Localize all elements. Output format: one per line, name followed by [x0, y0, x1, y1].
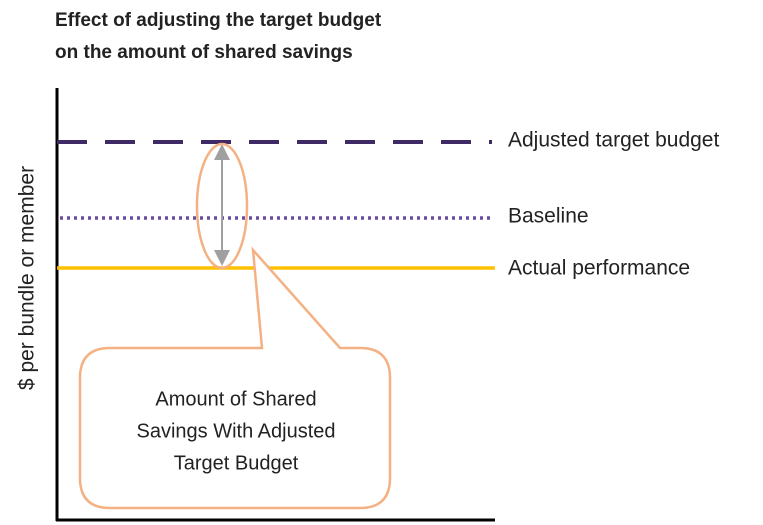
title-line: on the amount of shared savings [55, 42, 353, 63]
savings-ellipse [195, 142, 249, 270]
line-label: Actual performance [508, 257, 690, 280]
line-label: Adjusted target budget [508, 129, 719, 152]
title-line: Effect of adjusting the target budget [55, 10, 382, 31]
y-axis-label: $ per bundle or member [16, 166, 39, 390]
line-label: Baseline [508, 205, 589, 228]
callout-box [78, 246, 392, 510]
callout-text: Target Budget [174, 452, 299, 474]
callout-text: Savings With Adjusted [137, 420, 336, 442]
callout-text: Amount of Shared [155, 388, 316, 410]
